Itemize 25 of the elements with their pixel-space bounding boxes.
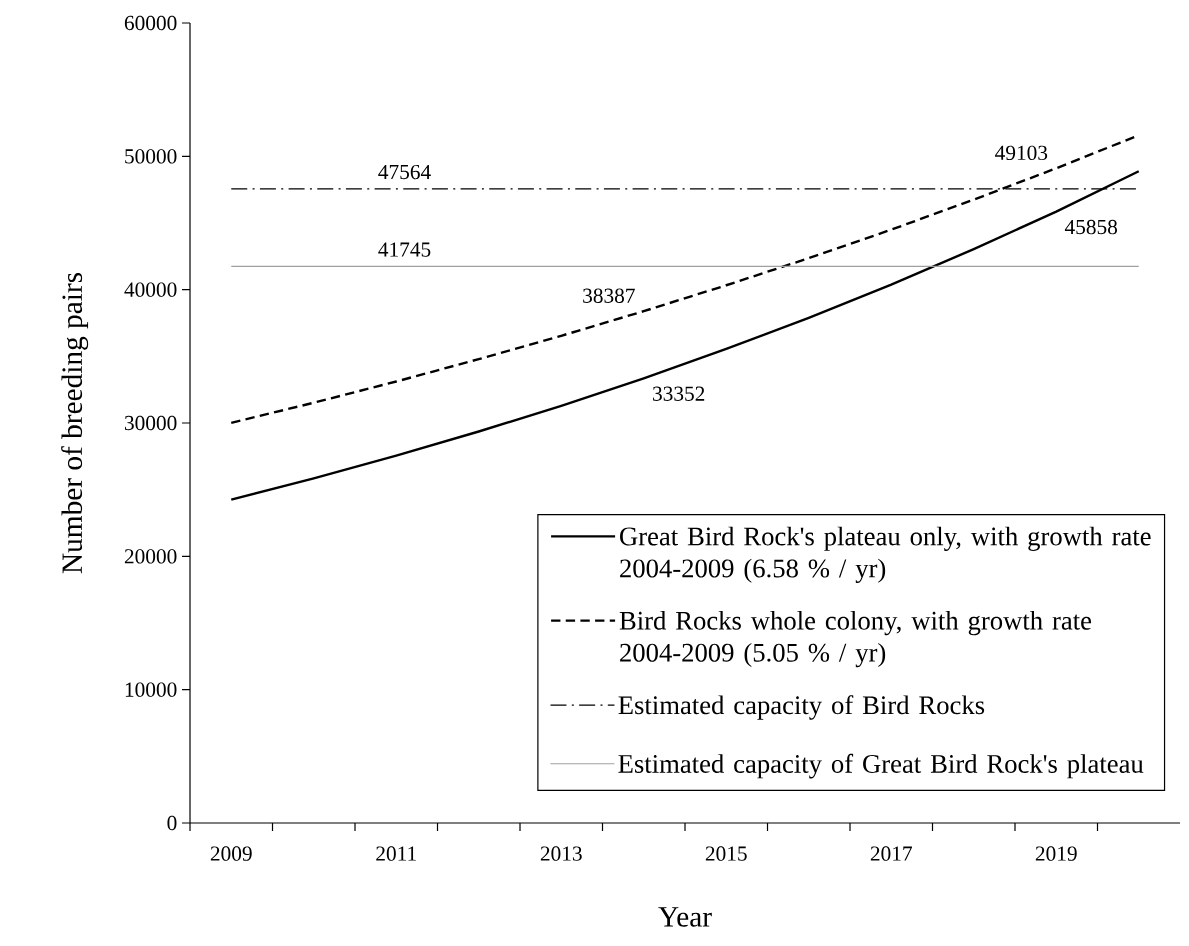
x-tick-label: 2011 xyxy=(376,846,416,861)
data-label: 38387 xyxy=(583,288,635,303)
legend-label: Bird Rocks whole colony, with growth rate 2004-2009 (5.05 % / yr) xyxy=(619,610,1092,668)
data-label: 45858 xyxy=(1064,219,1118,235)
y-tick-label: 10000 xyxy=(125,682,177,697)
y-tick-label: 60000 xyxy=(124,15,177,31)
x-tick-label: 2013 xyxy=(540,846,582,861)
x-axis-title: Year xyxy=(658,907,712,927)
y-tick-label: 20000 xyxy=(124,549,177,564)
annotation: 47564 xyxy=(378,164,431,180)
y-tick-label: 40000 xyxy=(124,282,177,297)
y-tick-label: 0 xyxy=(167,815,177,831)
data-label: 49103 xyxy=(995,145,1048,161)
y-axis-title: Number of breeding pairs xyxy=(61,272,89,574)
data-label: 33352 xyxy=(653,386,705,401)
legend-label: Great Bird Rock's plateau only, with growth rate 2004-2009 (6.58 % / yr) xyxy=(620,526,1151,583)
y-tick-label: 30000 xyxy=(124,415,177,431)
x-tick-label: 2015 xyxy=(705,846,747,861)
legend-label: Estimated capacity of Great Bird Rock's plateau xyxy=(618,753,1144,779)
x-tick-label: 2009 xyxy=(210,846,252,861)
x-tick-label: 2019 xyxy=(1035,846,1077,861)
x-tick-label: 2017 xyxy=(870,846,912,861)
legend-label: Estimated capacity of Bird Rocks xyxy=(618,695,985,720)
annotation: 41745 xyxy=(378,242,431,257)
y-tick-label: 50000 xyxy=(125,149,177,164)
